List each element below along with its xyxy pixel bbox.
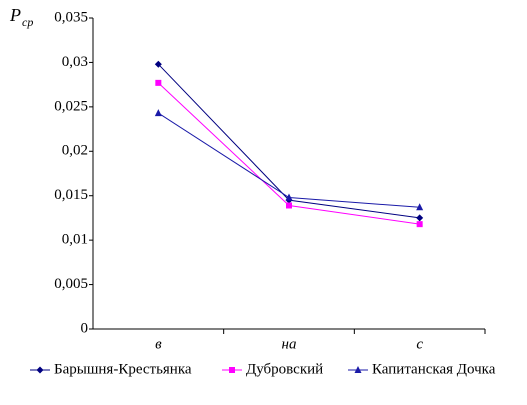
- marker: [286, 202, 292, 209]
- marker: [229, 367, 235, 373]
- series-line: [158, 112, 420, 208]
- y-tick-label: 0,005: [54, 276, 88, 292]
- y-tick-label: 0: [81, 320, 89, 336]
- marker: [416, 203, 424, 211]
- y-tick-label: 0,035: [54, 9, 88, 25]
- y-tick-label: 0,01: [62, 232, 88, 248]
- y-axis-label-sub: ср: [22, 15, 33, 29]
- legend-label: Барышня-Крестьянка: [54, 361, 192, 377]
- marker: [154, 109, 162, 117]
- legend-label: Капитанская Дочка: [372, 361, 496, 377]
- marker: [416, 221, 423, 228]
- marker: [154, 60, 162, 68]
- x-tick-label: в: [155, 336, 162, 352]
- y-tick-label: 0,015: [54, 187, 88, 203]
- marker: [285, 193, 293, 201]
- x-tick-label: на: [282, 336, 297, 352]
- y-tick-label: 0,03: [62, 54, 88, 70]
- y-axis-label: P: [9, 5, 21, 25]
- marker: [36, 366, 44, 374]
- y-tick-label: 0,02: [62, 143, 88, 159]
- marker: [354, 366, 362, 373]
- marker: [416, 214, 424, 222]
- marker: [155, 79, 162, 86]
- legend-label: Дубровский: [246, 361, 323, 377]
- x-tick-label: с: [416, 336, 423, 352]
- y-tick-label: 0,025: [54, 98, 88, 114]
